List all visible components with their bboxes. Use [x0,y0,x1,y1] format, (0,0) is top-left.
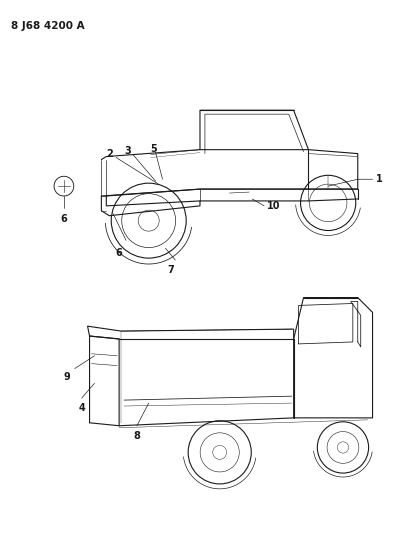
Text: 1: 1 [375,174,382,184]
Text: 7: 7 [167,265,174,275]
Text: 6: 6 [116,248,123,259]
Text: 10: 10 [267,201,281,211]
Text: 8: 8 [133,431,140,441]
Text: 4: 4 [78,403,85,413]
Text: 9: 9 [63,372,70,382]
Text: 5: 5 [150,144,157,154]
Text: 6: 6 [60,214,67,224]
Text: 2: 2 [106,149,113,159]
Text: 3: 3 [125,146,131,156]
Text: 8 J68 4200 A: 8 J68 4200 A [11,21,84,31]
